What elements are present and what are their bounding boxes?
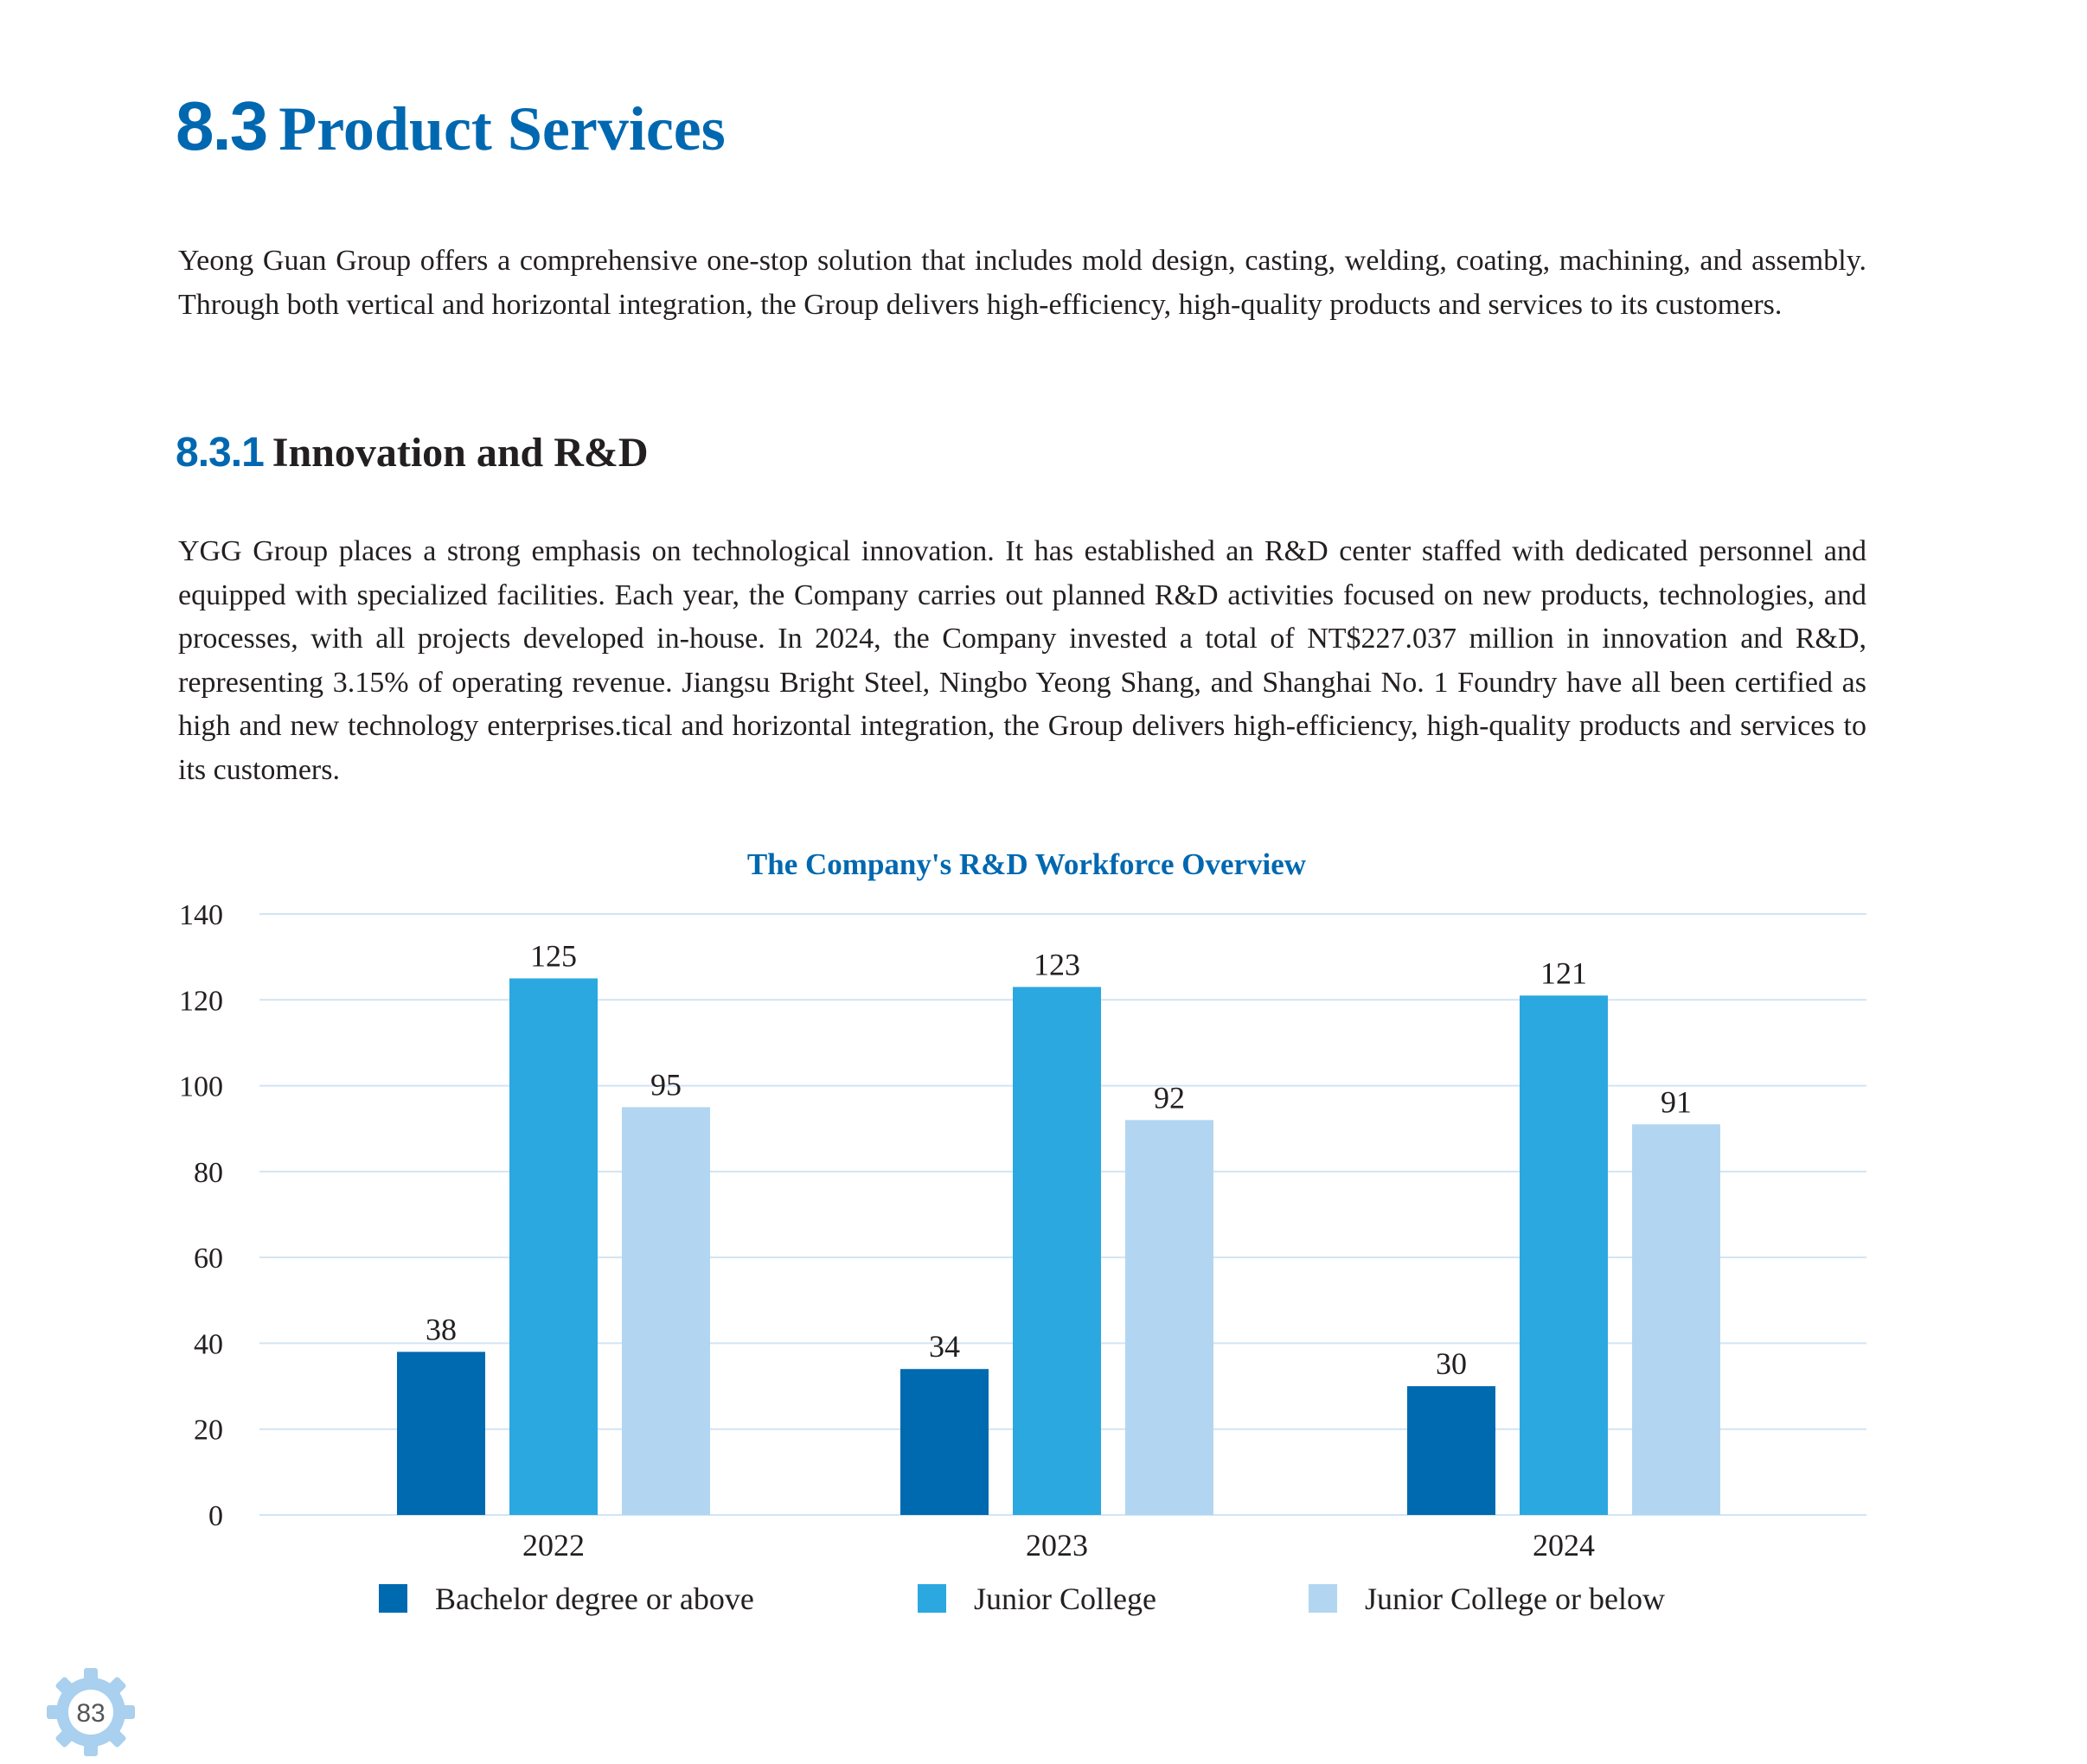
y-tick-label: 100: [179, 1071, 223, 1103]
bar: [900, 1369, 989, 1515]
data-label: 95: [650, 1067, 682, 1102]
bar: [1013, 987, 1101, 1515]
y-tick-label: 80: [194, 1157, 223, 1189]
subsection-title: 8.3.1 Innovation and R&D: [176, 429, 649, 476]
page-number: 83: [76, 1699, 105, 1728]
data-label: 91: [1661, 1084, 1692, 1119]
bar: [622, 1107, 710, 1515]
legend-label: Junior College: [974, 1582, 1156, 1616]
data-label: 92: [1154, 1080, 1185, 1115]
intro-paragraph: Yeong Guan Group offers a comprehensive …: [178, 245, 1866, 321]
y-tick-label: 60: [194, 1243, 223, 1275]
data-label: 34: [929, 1329, 960, 1364]
x-tick-label: 2023: [1026, 1528, 1088, 1563]
y-tick-label: 0: [208, 1500, 223, 1532]
subsection-number: 8.3.1: [176, 430, 265, 476]
legend-swatch: [379, 1584, 407, 1613]
data-label: 121: [1540, 956, 1587, 990]
legend-label: Junior College or below: [1365, 1582, 1665, 1616]
bar: [1632, 1124, 1720, 1515]
bar: [509, 978, 598, 1515]
legend-label: Bachelor degree or above: [435, 1582, 754, 1616]
section-number: 8.3: [176, 87, 268, 164]
y-tick-label: 120: [179, 985, 223, 1017]
section-title-text: Product Services: [278, 94, 726, 163]
chart-bars: 38 125 95 34 123 92 30 121 91: [397, 938, 1720, 1515]
y-tick-label: 140: [179, 899, 223, 931]
data-label: 125: [530, 938, 577, 973]
x-tick-label: 2024: [1533, 1528, 1595, 1563]
chart-title: The Company's R&D Workforce Overview: [747, 847, 1307, 881]
y-tick-label: 40: [194, 1328, 223, 1360]
bar: [397, 1352, 485, 1515]
chart-legend: Bachelor degree or above Junior College Ju…: [379, 1582, 1665, 1616]
section-title: 8.3 Product Services: [176, 86, 726, 166]
rd-paragraph: YGG Group places a strong emphasis on te…: [178, 535, 1866, 786]
x-tick-label: 2022: [522, 1528, 585, 1563]
data-label: 38: [426, 1312, 457, 1346]
bar: [1520, 995, 1608, 1515]
data-label: 30: [1436, 1346, 1467, 1381]
rd-workforce-chart: The Company's R&D Workforce Overview 38 1…: [179, 847, 1866, 1616]
subsection-title-text: Innovation and R&D: [272, 430, 649, 476]
data-label: 123: [1034, 947, 1080, 981]
bar: [1125, 1120, 1213, 1515]
legend-swatch: [918, 1584, 946, 1613]
legend-swatch: [1309, 1584, 1337, 1613]
bar: [1407, 1386, 1495, 1515]
chart-axis-labels: 0 20 40 60 80 100 120 140 2022 2023 2024: [179, 899, 1595, 1563]
y-tick-label: 20: [194, 1415, 223, 1447]
gear-icon: 83: [47, 1668, 135, 1756]
page-number-badge: 83: [43, 1665, 138, 1760]
